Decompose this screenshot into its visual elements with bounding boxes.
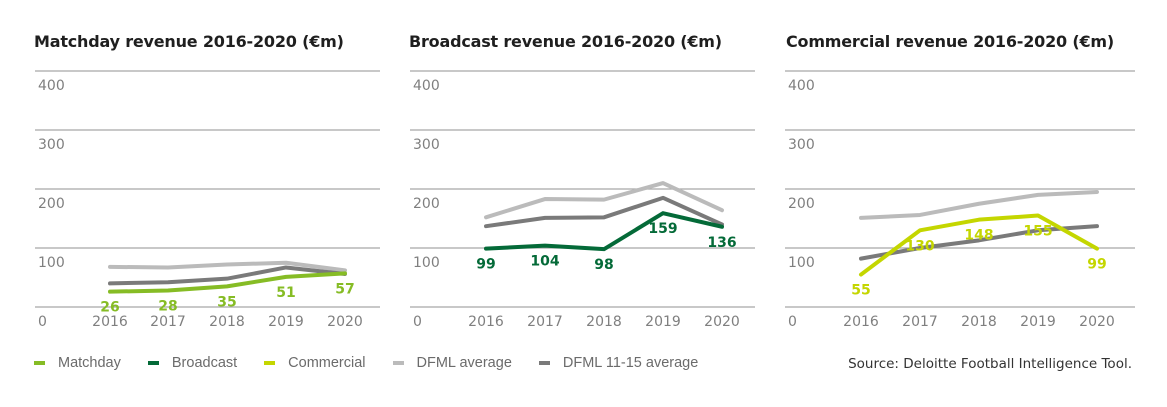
broadcast-data-label: 136	[707, 235, 736, 251]
matchday-data-label: 57	[335, 281, 354, 297]
commercial-chart-title: Commercial revenue 2016-2020 (€m)	[786, 32, 1114, 51]
broadcast-y-tick-label: 0	[413, 314, 422, 330]
commercial-data-label: 148	[964, 228, 993, 244]
matchday-x-tick-label: 2018	[209, 314, 245, 330]
commercial-x-tick-label: 2018	[961, 314, 997, 330]
broadcast-data-label: 98	[594, 257, 613, 273]
broadcast-data-label: 99	[476, 257, 495, 273]
broadcast-series-dfml-11-15-average	[484, 195, 724, 229]
legend-swatch-dfml-11-15-average	[538, 361, 550, 365]
matchday-y-tick-label: 100	[38, 255, 65, 271]
commercial-x-tick-label: 2017	[902, 314, 938, 330]
legend-swatch-dfml-average	[392, 361, 404, 365]
legend-label: Commercial	[288, 355, 366, 371]
matchday-y-tick-label: 400	[38, 78, 65, 94]
matchday-series-matchday	[108, 271, 347, 294]
legend-item-broadcast: Broadcast	[147, 355, 238, 371]
commercial-x-tick-label: 2016	[843, 314, 879, 330]
legend-item-dfml-11-15-average: DFML 11-15 average	[538, 355, 699, 371]
matchday-chart-title: Matchday revenue 2016-2020 (€m)	[34, 32, 344, 51]
broadcast-chart-title: Broadcast revenue 2016-2020 (€m)	[409, 32, 722, 51]
broadcast-y-tick-label: 300	[413, 137, 440, 153]
broadcast-series-dfml-average	[484, 181, 724, 220]
broadcast-data-label: 159	[648, 221, 677, 237]
broadcast-x-tick-label: 2017	[527, 314, 563, 330]
broadcast-y-tick-label: 400	[413, 78, 440, 94]
legend-item-commercial: Commercial	[264, 355, 366, 371]
commercial-series-dfml-average	[859, 189, 1099, 220]
broadcast-x-tick-label: 2020	[704, 314, 740, 330]
commercial-x-tick-label: 2019	[1020, 314, 1056, 330]
legend-label: Broadcast	[171, 355, 238, 371]
broadcast-x-tick-label: 2016	[468, 314, 504, 330]
commercial-y-tick-label: 100	[788, 255, 815, 271]
matchday-x-tick-label: 2017	[150, 314, 186, 330]
matchday-series-dfml-11-15-average	[108, 265, 347, 286]
commercial-y-tick-label: 200	[788, 196, 815, 212]
broadcast-x-tick-label: 2018	[586, 314, 622, 330]
matchday-x-tick-label: 2020	[327, 314, 363, 330]
broadcast-data-label: 104	[530, 254, 559, 270]
matchday-data-label: 26	[100, 300, 119, 316]
matchday-series-dfml-average	[108, 260, 347, 273]
legend-swatch-broadcast	[147, 361, 159, 365]
broadcast-x-tick-label: 2019	[645, 314, 681, 330]
legend-label: DFML 11-15 average	[562, 355, 699, 371]
commercial-data-label: 155	[1023, 224, 1052, 240]
commercial-data-label: 130	[905, 238, 934, 254]
matchday-data-label: 51	[276, 285, 295, 301]
matchday-x-tick-label: 2016	[92, 314, 128, 330]
legend-swatch-commercial	[264, 361, 276, 365]
matchday-y-tick-label: 0	[38, 314, 47, 330]
matchday-data-label: 28	[158, 298, 177, 314]
legend: Matchday Broadcast Commercial DFML avera…	[34, 355, 725, 371]
source-note: Source: Deloitte Football Intelligence T…	[848, 356, 1132, 372]
broadcast-y-tick-label: 200	[413, 196, 440, 212]
matchday-data-label: 35	[217, 294, 236, 310]
legend-item-matchday: Matchday	[34, 355, 121, 371]
legend-item-dfml-average: DFML average	[392, 355, 512, 371]
commercial-y-tick-label: 300	[788, 137, 815, 153]
commercial-x-tick-label: 2020	[1079, 314, 1115, 330]
matchday-y-tick-label: 300	[38, 137, 65, 153]
legend-label: DFML average	[416, 355, 512, 371]
commercial-series-dfml-11-15-average	[859, 224, 1099, 261]
commercial-y-tick-label: 0	[788, 314, 797, 330]
broadcast-y-tick-label: 100	[413, 255, 440, 271]
legend-label: Matchday	[58, 355, 121, 371]
matchday-y-tick-label: 200	[38, 196, 65, 212]
commercial-data-label: 99	[1087, 257, 1106, 273]
broadcast-series-broadcast	[484, 211, 724, 252]
commercial-y-tick-label: 400	[788, 78, 815, 94]
matchday-x-tick-label: 2019	[268, 314, 304, 330]
commercial-data-label: 55	[851, 283, 870, 299]
commercial-series-commercial	[859, 213, 1099, 277]
legend-swatch-matchday	[34, 361, 45, 365]
